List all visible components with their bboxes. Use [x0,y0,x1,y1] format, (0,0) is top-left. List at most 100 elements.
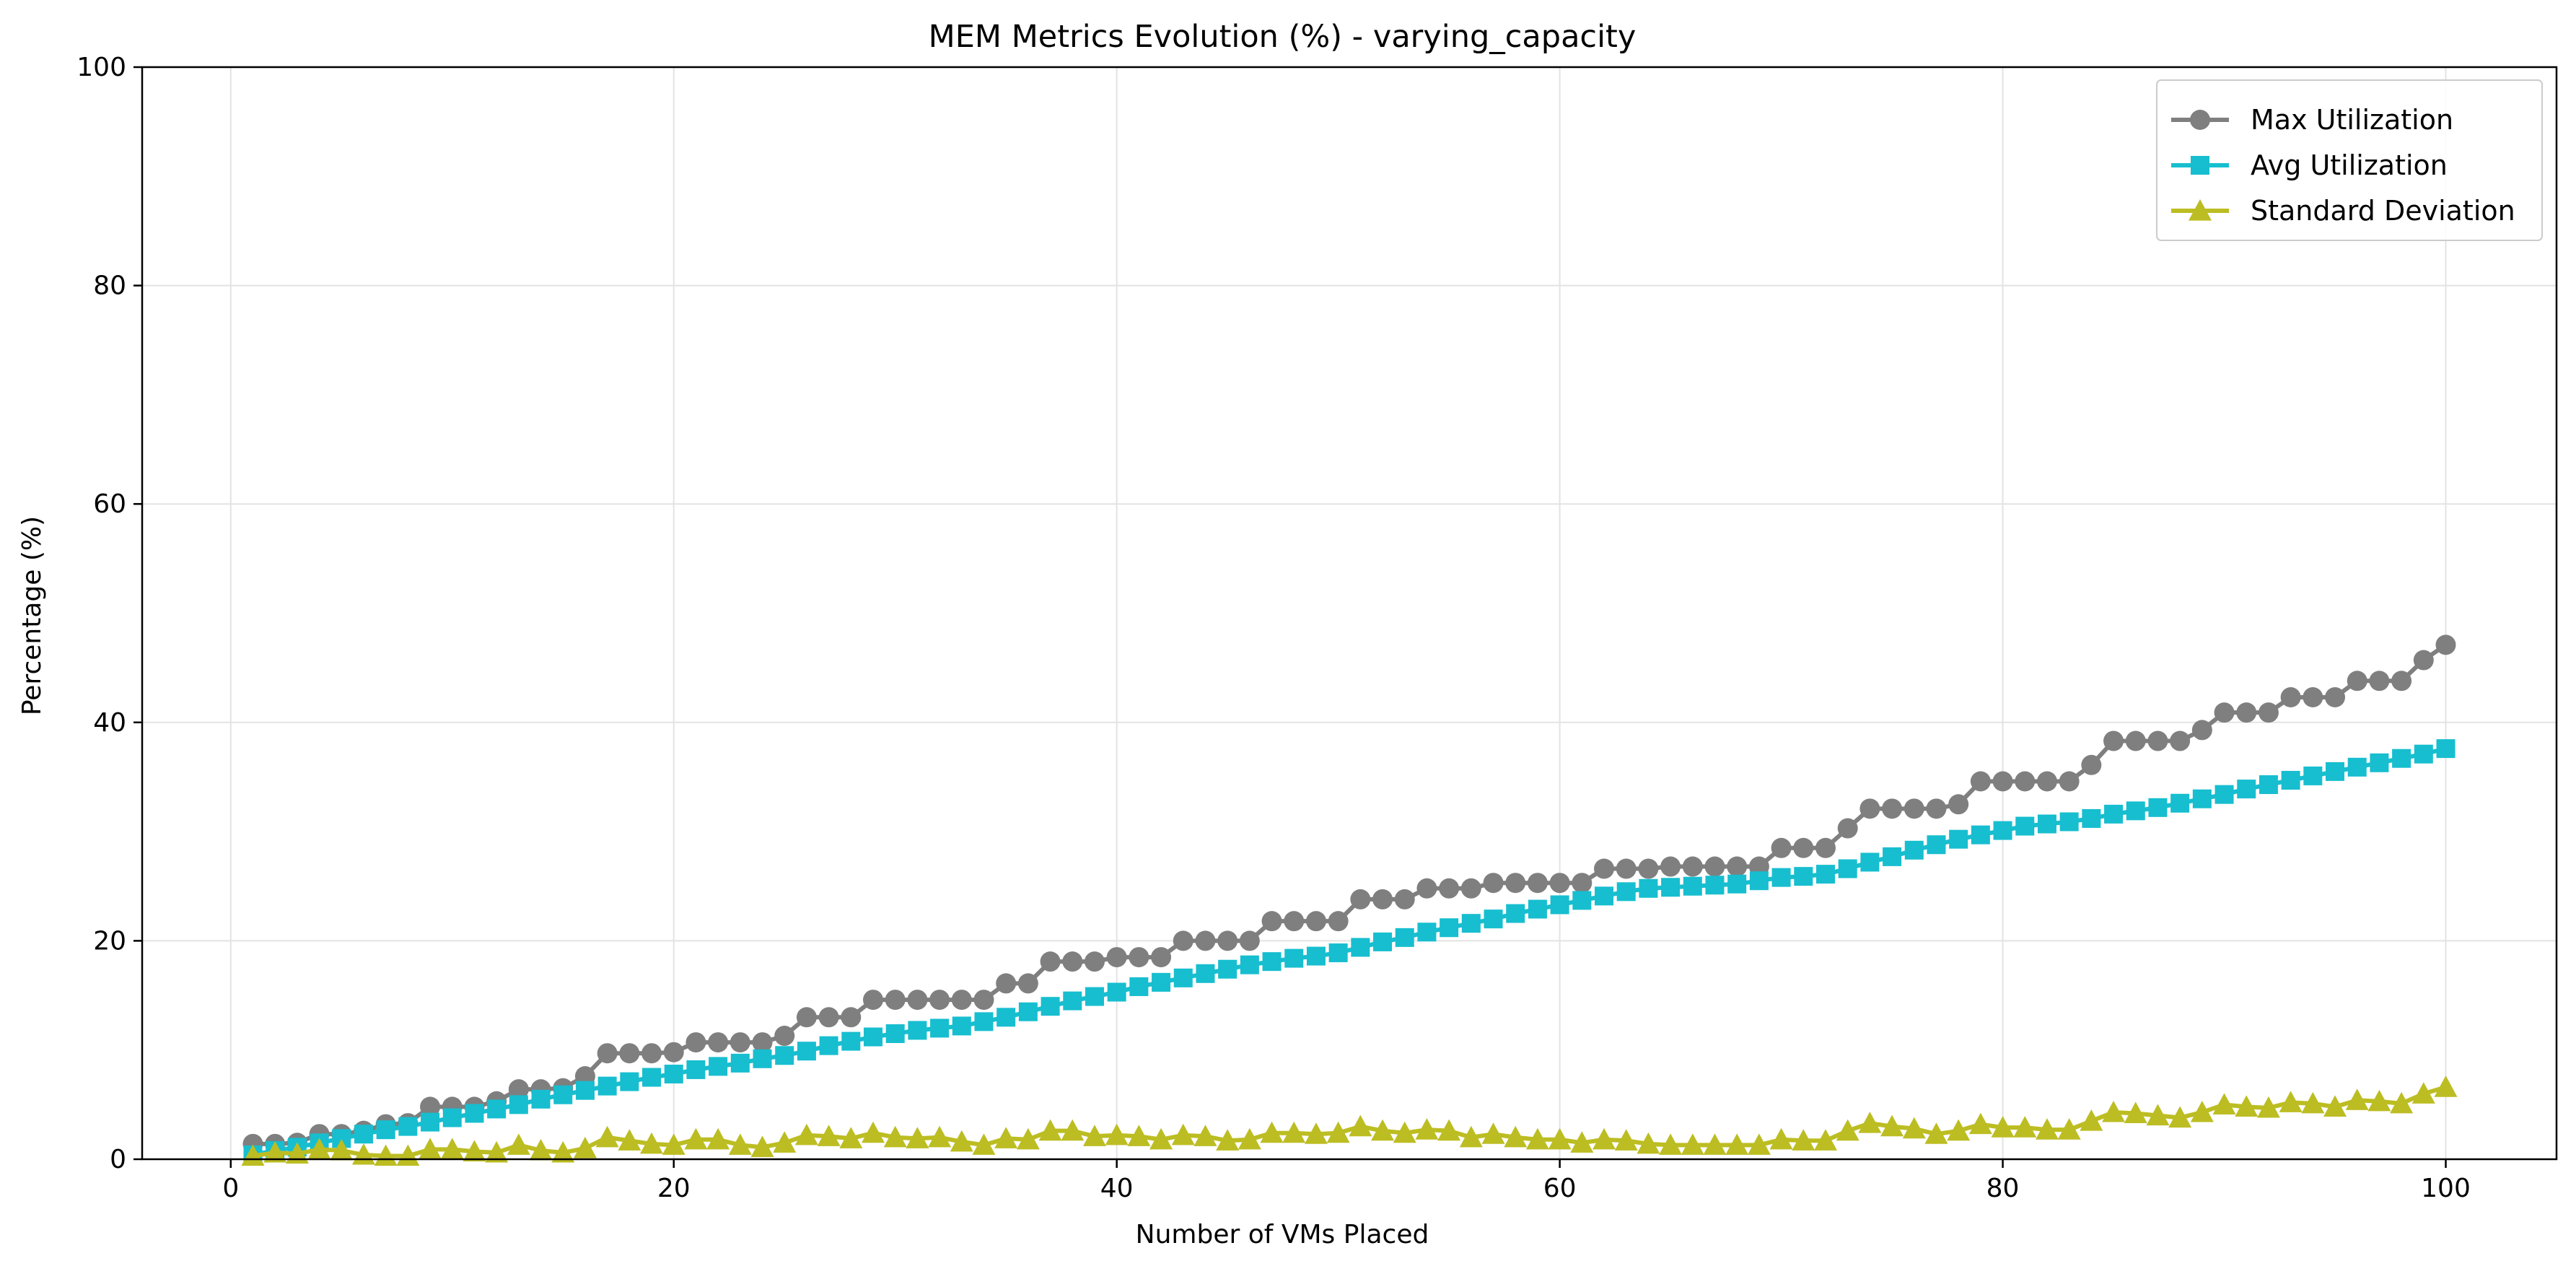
data-point [1017,973,1038,994]
data-point [1328,943,1348,963]
y-tick-label: 60 [93,489,126,519]
data-point [730,1053,750,1073]
data-point [2347,671,2367,691]
data-point [1815,865,1835,884]
data-point [307,1138,331,1159]
data-point [263,1140,287,1163]
data-point [2212,1093,2236,1114]
data-point [1727,856,1748,877]
data-point [1041,997,1060,1016]
data-point [551,1140,575,1163]
data-point [2059,771,2080,792]
data-point [1527,873,1548,894]
data-point [618,1129,641,1151]
data-point [1991,1116,2015,1138]
data-point [2434,1076,2458,1097]
data-point [2104,804,2124,824]
data-point [396,1144,420,1166]
data-point [2126,801,2145,821]
data-point [1639,878,1658,898]
y-tick-label: 40 [93,708,126,738]
data-point [1127,1125,1151,1146]
data-point [1705,876,1725,895]
data-point [750,1135,774,1157]
data-point [1129,977,1149,996]
data-point [663,1042,684,1063]
data-point [487,1099,507,1119]
data-point [2369,671,2390,691]
data-point [664,1064,683,1083]
data-point [2057,1118,2081,1140]
data-point [883,1125,907,1148]
data-point [2279,1091,2303,1112]
data-point [398,1117,418,1136]
data-point [1415,1118,1439,1140]
data-point [2256,1096,2280,1118]
data-point [1105,1123,1129,1146]
data-point [1484,909,1503,929]
data-point [1660,856,1681,877]
legend-swatch-marker [2189,199,2212,221]
data-point [2280,687,2301,708]
data-point [994,1127,1018,1148]
data-point [1218,959,1237,979]
data-point [1151,947,1172,968]
data-point [685,1032,706,1053]
data-point [2192,789,2212,808]
data-point [1661,878,1681,897]
data-point [1393,1121,1416,1143]
data-point [817,1125,841,1146]
data-point [2015,816,2035,836]
data-point [1549,873,1570,894]
data-point [2102,1100,2126,1122]
data-point [1062,951,1083,972]
series [241,1076,2458,1166]
data-point [2235,1095,2259,1117]
data-point [1262,952,1282,972]
data-point [2370,753,2389,772]
data-point [1061,1119,1085,1141]
data-point [908,1021,927,1040]
data-point [2036,771,2057,792]
data-point [796,1007,817,1028]
data-point [1882,798,1903,819]
data-point [1107,982,1126,1002]
data-point [841,1031,861,1051]
data-point [2059,812,2079,832]
data-point [1173,968,1193,987]
data-point [2013,1116,2037,1138]
data-point [1304,1122,1328,1144]
data-point [1237,1127,1261,1150]
data-point [1525,1127,1549,1150]
data-point [929,990,950,1011]
data-point [1459,1125,1483,1148]
data-point [1572,891,1592,910]
data-point [485,1140,509,1163]
data-point [442,1108,462,1127]
data-point [1968,1112,1992,1135]
legend-box [2156,79,2543,241]
data-point [951,990,972,1011]
ticks: 0 20 40 60 80 100 0 20 40 60 80 100 [76,53,2471,1203]
chart-title: MEM Metrics Evolution (%) - varying_capa… [929,19,1637,55]
y-tick-label: 20 [93,926,126,956]
data-point [2147,730,2168,751]
data-point [2236,702,2257,723]
data-point [465,1104,484,1123]
data-point [597,1043,618,1064]
data-point [973,990,994,1011]
data-point [2191,720,2212,741]
data-point [440,1138,464,1159]
data-point [2168,1106,2192,1128]
data-point [2103,730,2124,751]
data-point [1836,1119,1859,1141]
data-point [706,1127,730,1150]
data-point [974,1012,994,1031]
data-point [839,1127,863,1148]
data-point [1550,895,1569,915]
data-point [1838,859,1857,878]
data-point [1548,1127,1572,1150]
data-point [2170,730,2191,751]
data-point [1903,798,1924,819]
data-point [841,1007,862,1028]
